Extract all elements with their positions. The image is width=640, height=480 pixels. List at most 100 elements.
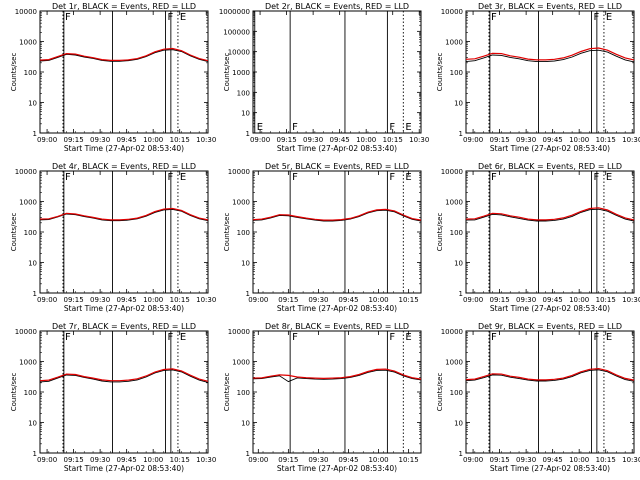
x-tick-label: 09:15 [490, 456, 510, 464]
plot-frame [39, 170, 209, 294]
series-line-events [465, 369, 635, 382]
y-tick-label: 1 [459, 450, 463, 458]
event-marker-label: F [491, 172, 497, 183]
x-tick-label: 09:45 [330, 136, 350, 144]
y-axis-label: Counts/sec [10, 213, 18, 252]
x-tick-label: 09:00 [250, 136, 270, 144]
x-tick-label: 10:15 [399, 456, 419, 464]
y-tick-label: 1000 [19, 199, 37, 207]
event-marker-label: F [491, 12, 497, 23]
y-tick-label: 100 [237, 89, 250, 97]
y-tick-label: 100 [237, 229, 250, 237]
y-tick-label: 10 [241, 260, 250, 268]
x-tick-label: 10:15 [383, 136, 403, 144]
x-tick-label: 10:00 [368, 456, 388, 464]
x-tick-label: 09:15 [64, 136, 84, 144]
event-marker-label: E [180, 12, 186, 23]
y-tick-label: 1000 [19, 39, 37, 47]
plot-frame [465, 330, 635, 454]
y-tick-label: 1000 [232, 69, 250, 77]
x-tick-label: 10:15 [596, 296, 616, 304]
x-tick-label: 10:00 [356, 136, 376, 144]
plot-frame [465, 170, 635, 294]
y-tick-label: 100 [24, 389, 37, 397]
x-tick-label: 09:00 [463, 456, 483, 464]
chart-panel-3: Det 3r, BLACK = Events, RED = LLD 1 10 100 1… [436, 2, 640, 153]
x-tick-label: 09:45 [543, 296, 563, 304]
series-line-lld [465, 47, 635, 61]
event-marker-label: E [606, 12, 612, 23]
event-marker-label: E [405, 122, 411, 133]
series-line-events [465, 49, 635, 63]
y-tick-label: 1 [33, 130, 37, 138]
y-tick-label: 1 [33, 290, 37, 298]
chart-panel-1: Det 1r, BLACK = Events, RED = LLD 1 10 100 1… [10, 2, 216, 153]
x-axis-label: Start Time (27-Apr-02 08:53:40) [277, 464, 397, 473]
chart-title: Det 4r, BLACK = Events, RED = LLD [52, 162, 196, 171]
y-tick-label: 10000 [228, 168, 250, 176]
x-tick-label: 09:15 [64, 456, 84, 464]
y-axis-label: Counts/sec [436, 53, 444, 92]
event-marker-label: F [389, 332, 395, 343]
x-tick-label: 09:00 [463, 296, 483, 304]
y-tick-label: 1000 [445, 359, 463, 367]
chart-title: Det 3r, BLACK = Events, RED = LLD [478, 2, 622, 11]
x-tick-label: 10:15 [399, 296, 419, 304]
x-tick-label: 09:30 [303, 136, 323, 144]
y-tick-label: 1 [246, 450, 250, 458]
x-tick-label: 10:00 [569, 456, 589, 464]
series-line-events [39, 49, 209, 63]
event-marker-label: E [606, 172, 612, 183]
event-marker-label: F [65, 12, 71, 23]
y-tick-label: 10000 [15, 168, 37, 176]
y-tick-label: 10 [241, 110, 250, 118]
x-tick-label: 09:30 [516, 456, 536, 464]
plot-frame [465, 10, 635, 134]
event-marker-label: E [180, 172, 186, 183]
event-marker-label: F [65, 172, 71, 183]
plot-frame [39, 330, 209, 454]
series-line-lld [39, 207, 209, 221]
x-tick-label: 10:30 [196, 296, 216, 304]
series-line-lld [252, 208, 422, 221]
y-axis-label: Counts/sec [223, 53, 231, 92]
series-line-lld [39, 368, 209, 382]
x-axis-label: Start Time (27-Apr-02 08:53:40) [490, 144, 610, 153]
x-tick-label: 09:15 [278, 296, 298, 304]
x-tick-label: 10:00 [143, 456, 163, 464]
y-tick-label: 1 [246, 290, 250, 298]
event-marker-label: F [491, 332, 497, 343]
y-tick-label: 10 [28, 420, 37, 428]
x-tick-label: 09:45 [117, 456, 137, 464]
x-tick-label: 09:15 [64, 296, 84, 304]
x-tick-label: 10:00 [569, 136, 589, 144]
y-tick-label: 1000 [232, 199, 250, 207]
series-line-lld [465, 367, 635, 381]
x-tick-label: 10:15 [596, 136, 616, 144]
event-marker-label: F [292, 122, 298, 133]
series-line-lld [252, 368, 422, 380]
y-tick-label: 100 [237, 389, 250, 397]
y-tick-label: 10 [454, 420, 463, 428]
event-marker-label: E [257, 122, 263, 133]
x-axis-label: Start Time (27-Apr-02 08:53:40) [490, 464, 610, 473]
x-tick-label: 09:00 [463, 136, 483, 144]
x-axis-label: Start Time (27-Apr-02 08:53:40) [64, 144, 184, 153]
x-tick-label: 10:00 [569, 296, 589, 304]
x-tick-label: 10:15 [170, 296, 190, 304]
event-marker-label: F [292, 332, 298, 343]
y-axis-label: Counts/sec [436, 373, 444, 412]
x-tick-label: 09:30 [308, 456, 328, 464]
chart-panel-6: Det 6r, BLACK = Events, RED = LLD 1 10 100 1… [436, 162, 640, 313]
x-tick-label: 09:00 [37, 296, 57, 304]
y-tick-label: 10 [28, 100, 37, 108]
plot-frame [252, 330, 422, 454]
y-tick-label: 100 [450, 389, 463, 397]
y-tick-label: 10 [28, 260, 37, 268]
plot-frame [252, 170, 422, 294]
y-axis-label: Counts/sec [436, 213, 444, 252]
event-marker-label: E [180, 332, 186, 343]
plot-frame [252, 10, 422, 134]
y-tick-label: 1000 [445, 199, 463, 207]
x-tick-label: 10:30 [196, 136, 216, 144]
